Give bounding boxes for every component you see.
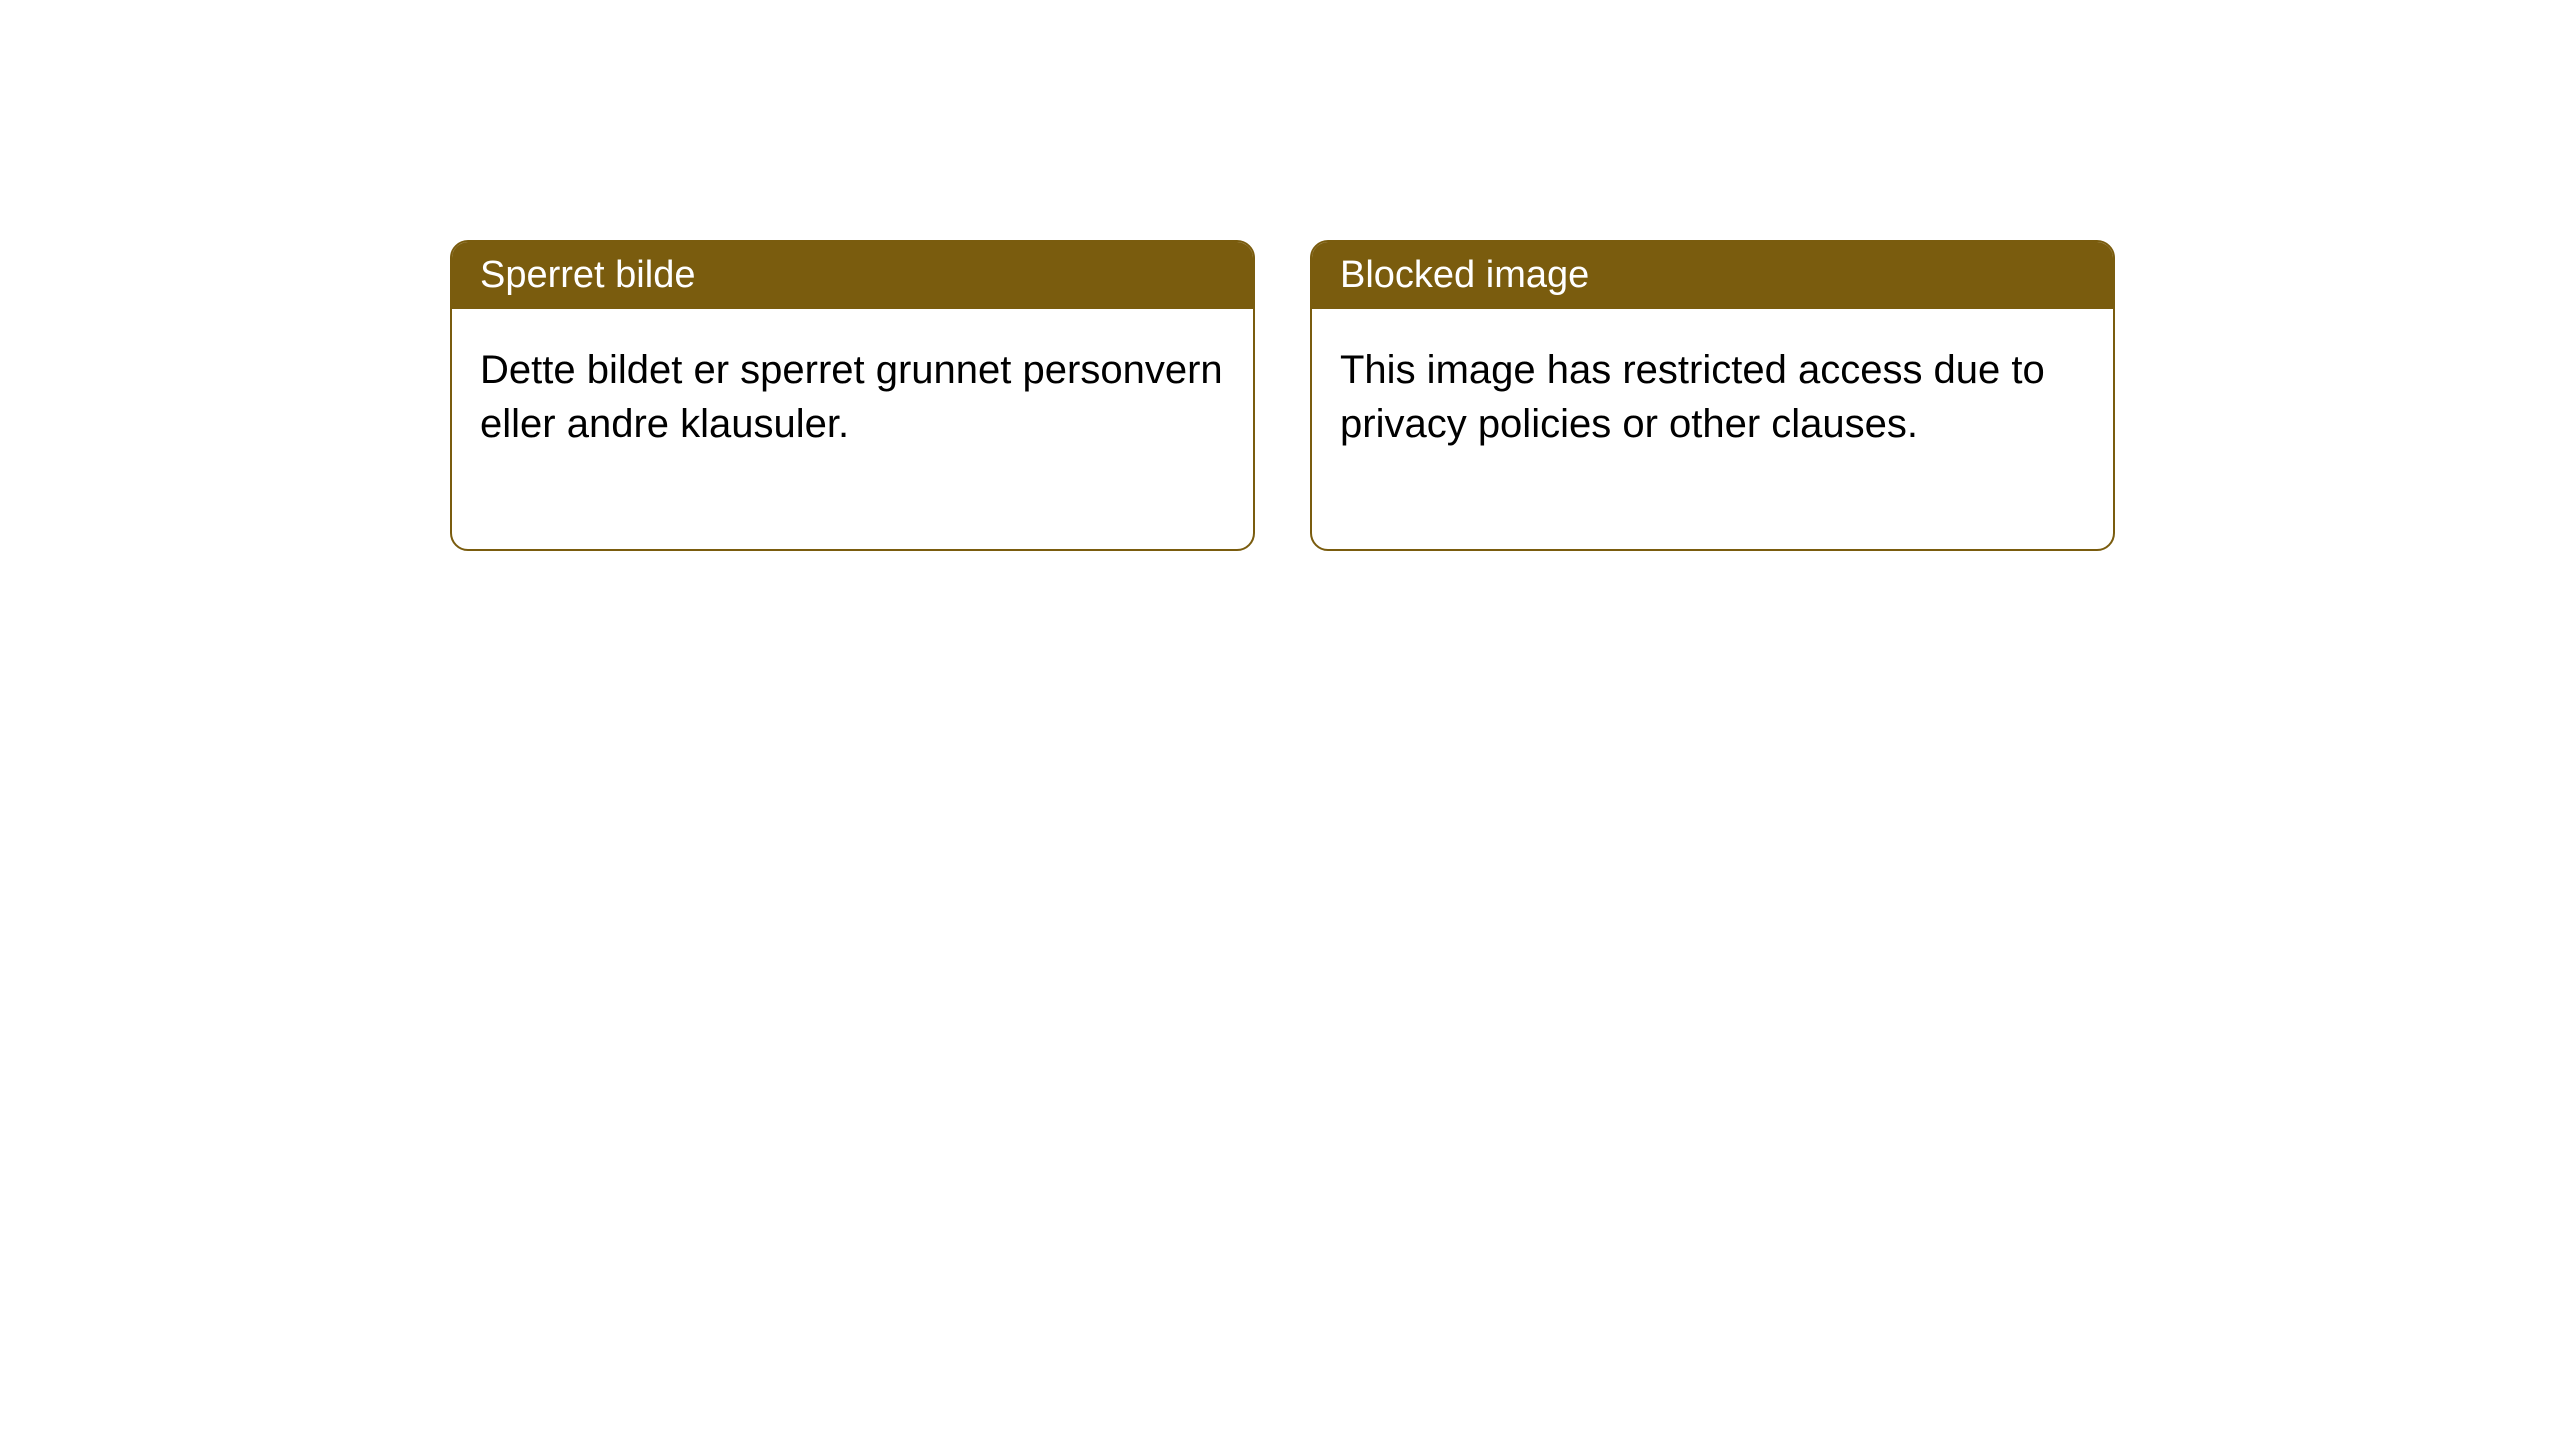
card-body: Dette bildet er sperret grunnet personve… bbox=[452, 309, 1253, 549]
card-body-text: Dette bildet er sperret grunnet personve… bbox=[480, 348, 1223, 446]
notice-card-english: Blocked image This image has restricted … bbox=[1310, 240, 2115, 551]
notice-cards-container: Sperret bilde Dette bildet er sperret gr… bbox=[450, 240, 2560, 551]
card-body: This image has restricted access due to … bbox=[1312, 309, 2113, 549]
notice-card-norwegian: Sperret bilde Dette bildet er sperret gr… bbox=[450, 240, 1255, 551]
card-title: Blocked image bbox=[1340, 254, 1589, 296]
card-body-text: This image has restricted access due to … bbox=[1340, 348, 2045, 446]
card-header: Blocked image bbox=[1312, 242, 2113, 309]
card-title: Sperret bilde bbox=[480, 254, 695, 296]
card-header: Sperret bilde bbox=[452, 242, 1253, 309]
